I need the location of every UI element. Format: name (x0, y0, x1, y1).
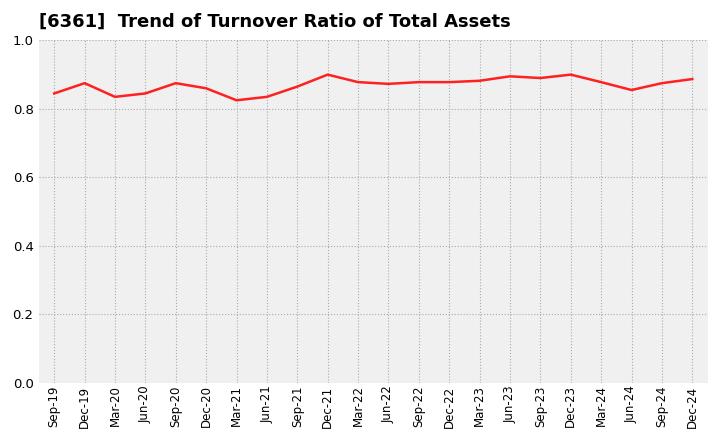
Text: [6361]  Trend of Turnover Ratio of Total Assets: [6361] Trend of Turnover Ratio of Total … (39, 12, 510, 30)
